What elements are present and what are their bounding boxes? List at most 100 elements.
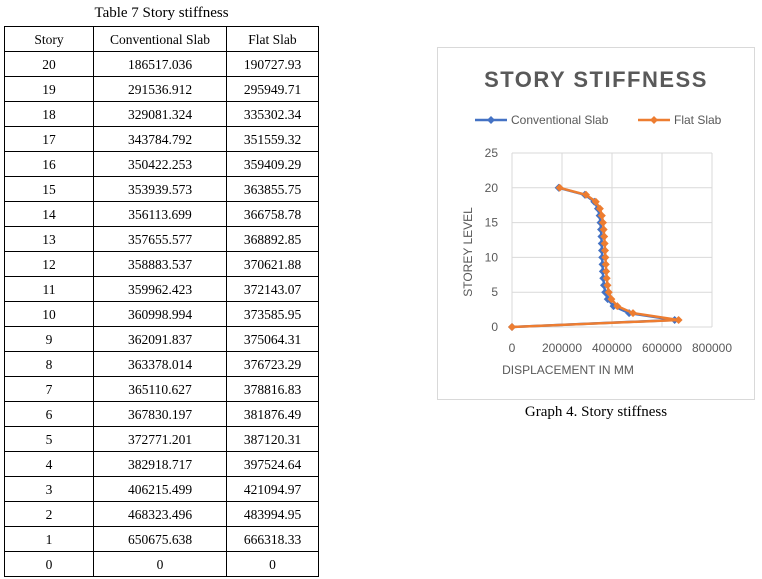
flat-slab-cell: 421094.97 (226, 476, 319, 502)
data-point (602, 274, 611, 283)
legend-marker-icon (487, 116, 495, 124)
x-tick-label: 200000 (542, 341, 582, 355)
conventional-slab-cell: 650675.638 (93, 526, 227, 552)
flat-slab-cell: 370621.88 (226, 251, 319, 277)
table-caption: Table 7 Story stiffness (94, 5, 229, 21)
data-point (595, 204, 604, 213)
table-row: 11 359962.423 372143.07 (4, 276, 319, 302)
conventional-slab-cell: 329081.324 (93, 101, 227, 127)
conventional-slab-cell: 360998.994 (93, 301, 227, 327)
table-row: 7 365110.627 378816.83 (4, 376, 319, 402)
table-row: 14 356113.699 366758.78 (4, 201, 319, 227)
y-tick-label: 25 (485, 146, 499, 160)
conventional-slab-cell: 356113.699 (93, 201, 227, 227)
chart-panel: STORY STIFFNESS Conventional Slab Flat Sla… (437, 47, 755, 400)
data-point (601, 253, 610, 262)
data-point (555, 183, 564, 192)
conventional-slab-cell: 365110.627 (93, 376, 227, 402)
y-axis-label: STOREY LEVEL (461, 207, 475, 297)
conventional-slab-cell: 291536.912 (93, 76, 227, 102)
flat-slab-cell: 363855.75 (226, 176, 319, 202)
table-row: 9 362091.837 375064.31 (4, 326, 319, 352)
conventional-slab-cell: 382918.717 (93, 451, 227, 477)
table-row: 10 360998.994 373585.95 (4, 301, 319, 327)
story-cell: 11 (4, 276, 94, 302)
story-cell: 6 (4, 401, 94, 427)
header-flat-slab: Flat Slab (226, 26, 319, 52)
data-point (601, 260, 610, 269)
flat-slab-cell: 397524.64 (226, 451, 319, 477)
data-point (597, 211, 606, 220)
story-cell: 12 (4, 251, 94, 277)
story-cell: 3 (4, 476, 94, 502)
legend-label: Conventional Slab (511, 113, 609, 127)
x-tick-label: 0 (509, 341, 516, 355)
data-point (602, 267, 611, 276)
conventional-slab-cell: 367830.197 (93, 401, 227, 427)
y-tick-label: 0 (491, 320, 498, 334)
data-point (600, 239, 609, 248)
story-cell: 0 (4, 551, 94, 577)
story-cell: 16 (4, 151, 94, 177)
story-cell: 9 (4, 326, 94, 352)
flat-slab-cell: 373585.95 (226, 301, 319, 327)
conventional-slab-cell: 357655.577 (93, 226, 227, 252)
story-cell: 14 (4, 201, 94, 227)
conventional-slab-cell: 358883.537 (93, 251, 227, 277)
table-row: 19 291536.912 295949.71 (4, 76, 319, 102)
flat-slab-cell: 666318.33 (226, 526, 319, 552)
story-cell: 13 (4, 226, 94, 252)
table-body: 20 186517.036 190727.93 19 291536.912 295949.… (4, 51, 319, 577)
y-tick-label: 20 (485, 181, 499, 195)
y-tick-label: 10 (485, 250, 499, 264)
table-row: 20 186517.036 190727.93 (4, 51, 319, 77)
x-tick-label: 800000 (692, 341, 732, 355)
conventional-slab-cell: 353939.573 (93, 176, 227, 202)
story-cell: 4 (4, 451, 94, 477)
story-stiffness-chart: STORY STIFFNESS Conventional Slab Flat Sla… (461, 67, 732, 377)
conventional-slab-cell: 406215.499 (93, 476, 227, 502)
table-row: 1 650675.638 666318.33 (4, 526, 319, 552)
data-point (591, 197, 600, 206)
table-row: 3 406215.499 421094.97 (4, 476, 319, 502)
flat-slab-cell: 190727.93 (226, 51, 319, 77)
flat-slab-cell: 368892.85 (226, 226, 319, 252)
flat-slab-cell: 366758.78 (226, 201, 319, 227)
table-row: 5 372771.201 387120.31 (4, 426, 319, 452)
data-point (581, 190, 590, 199)
header-conventional-slab: Conventional Slab (93, 26, 227, 52)
conventional-slab-cell: 362091.837 (93, 326, 227, 352)
table-row: 16 350422.253 359409.29 (4, 151, 319, 177)
story-cell: 18 (4, 101, 94, 127)
data-point (601, 246, 610, 255)
flat-slab-cell: 0 (226, 551, 319, 577)
conventional-slab-cell: 343784.792 (93, 126, 227, 152)
table-row: 8 363378.014 376723.29 (4, 351, 319, 377)
data-point (603, 281, 612, 290)
data-point (598, 218, 607, 227)
table-row: 15 353939.573 363855.75 (4, 176, 319, 202)
flat-slab-cell: 359409.29 (226, 151, 319, 177)
story-cell: 7 (4, 376, 94, 402)
data-point (508, 323, 516, 331)
flat-slab-cell: 375064.31 (226, 326, 319, 352)
table-row: 2 468323.496 483994.95 (4, 501, 319, 527)
conventional-slab-cell: 372771.201 (93, 426, 227, 452)
flat-slab-cell: 483994.95 (226, 501, 319, 527)
table-header-row: Story Conventional Slab Flat Slab (4, 26, 319, 52)
flat-slab-cell: 387120.31 (226, 426, 319, 452)
data-point (674, 316, 683, 325)
chart-title: STORY STIFFNESS (484, 67, 708, 92)
conventional-slab-cell: 0 (93, 551, 227, 577)
data-point (628, 309, 637, 318)
conventional-slab-cell: 186517.036 (93, 51, 227, 77)
x-tick-label: 600000 (642, 341, 682, 355)
legend-marker-icon (650, 116, 658, 124)
story-cell: 17 (4, 126, 94, 152)
story-cell: 15 (4, 176, 94, 202)
data-point (607, 295, 616, 304)
story-cell: 5 (4, 426, 94, 452)
flat-slab-cell: 378816.83 (226, 376, 319, 402)
table-row: 12 358883.537 370621.88 (4, 251, 319, 277)
flat-slab-cell: 335302.34 (226, 101, 319, 127)
